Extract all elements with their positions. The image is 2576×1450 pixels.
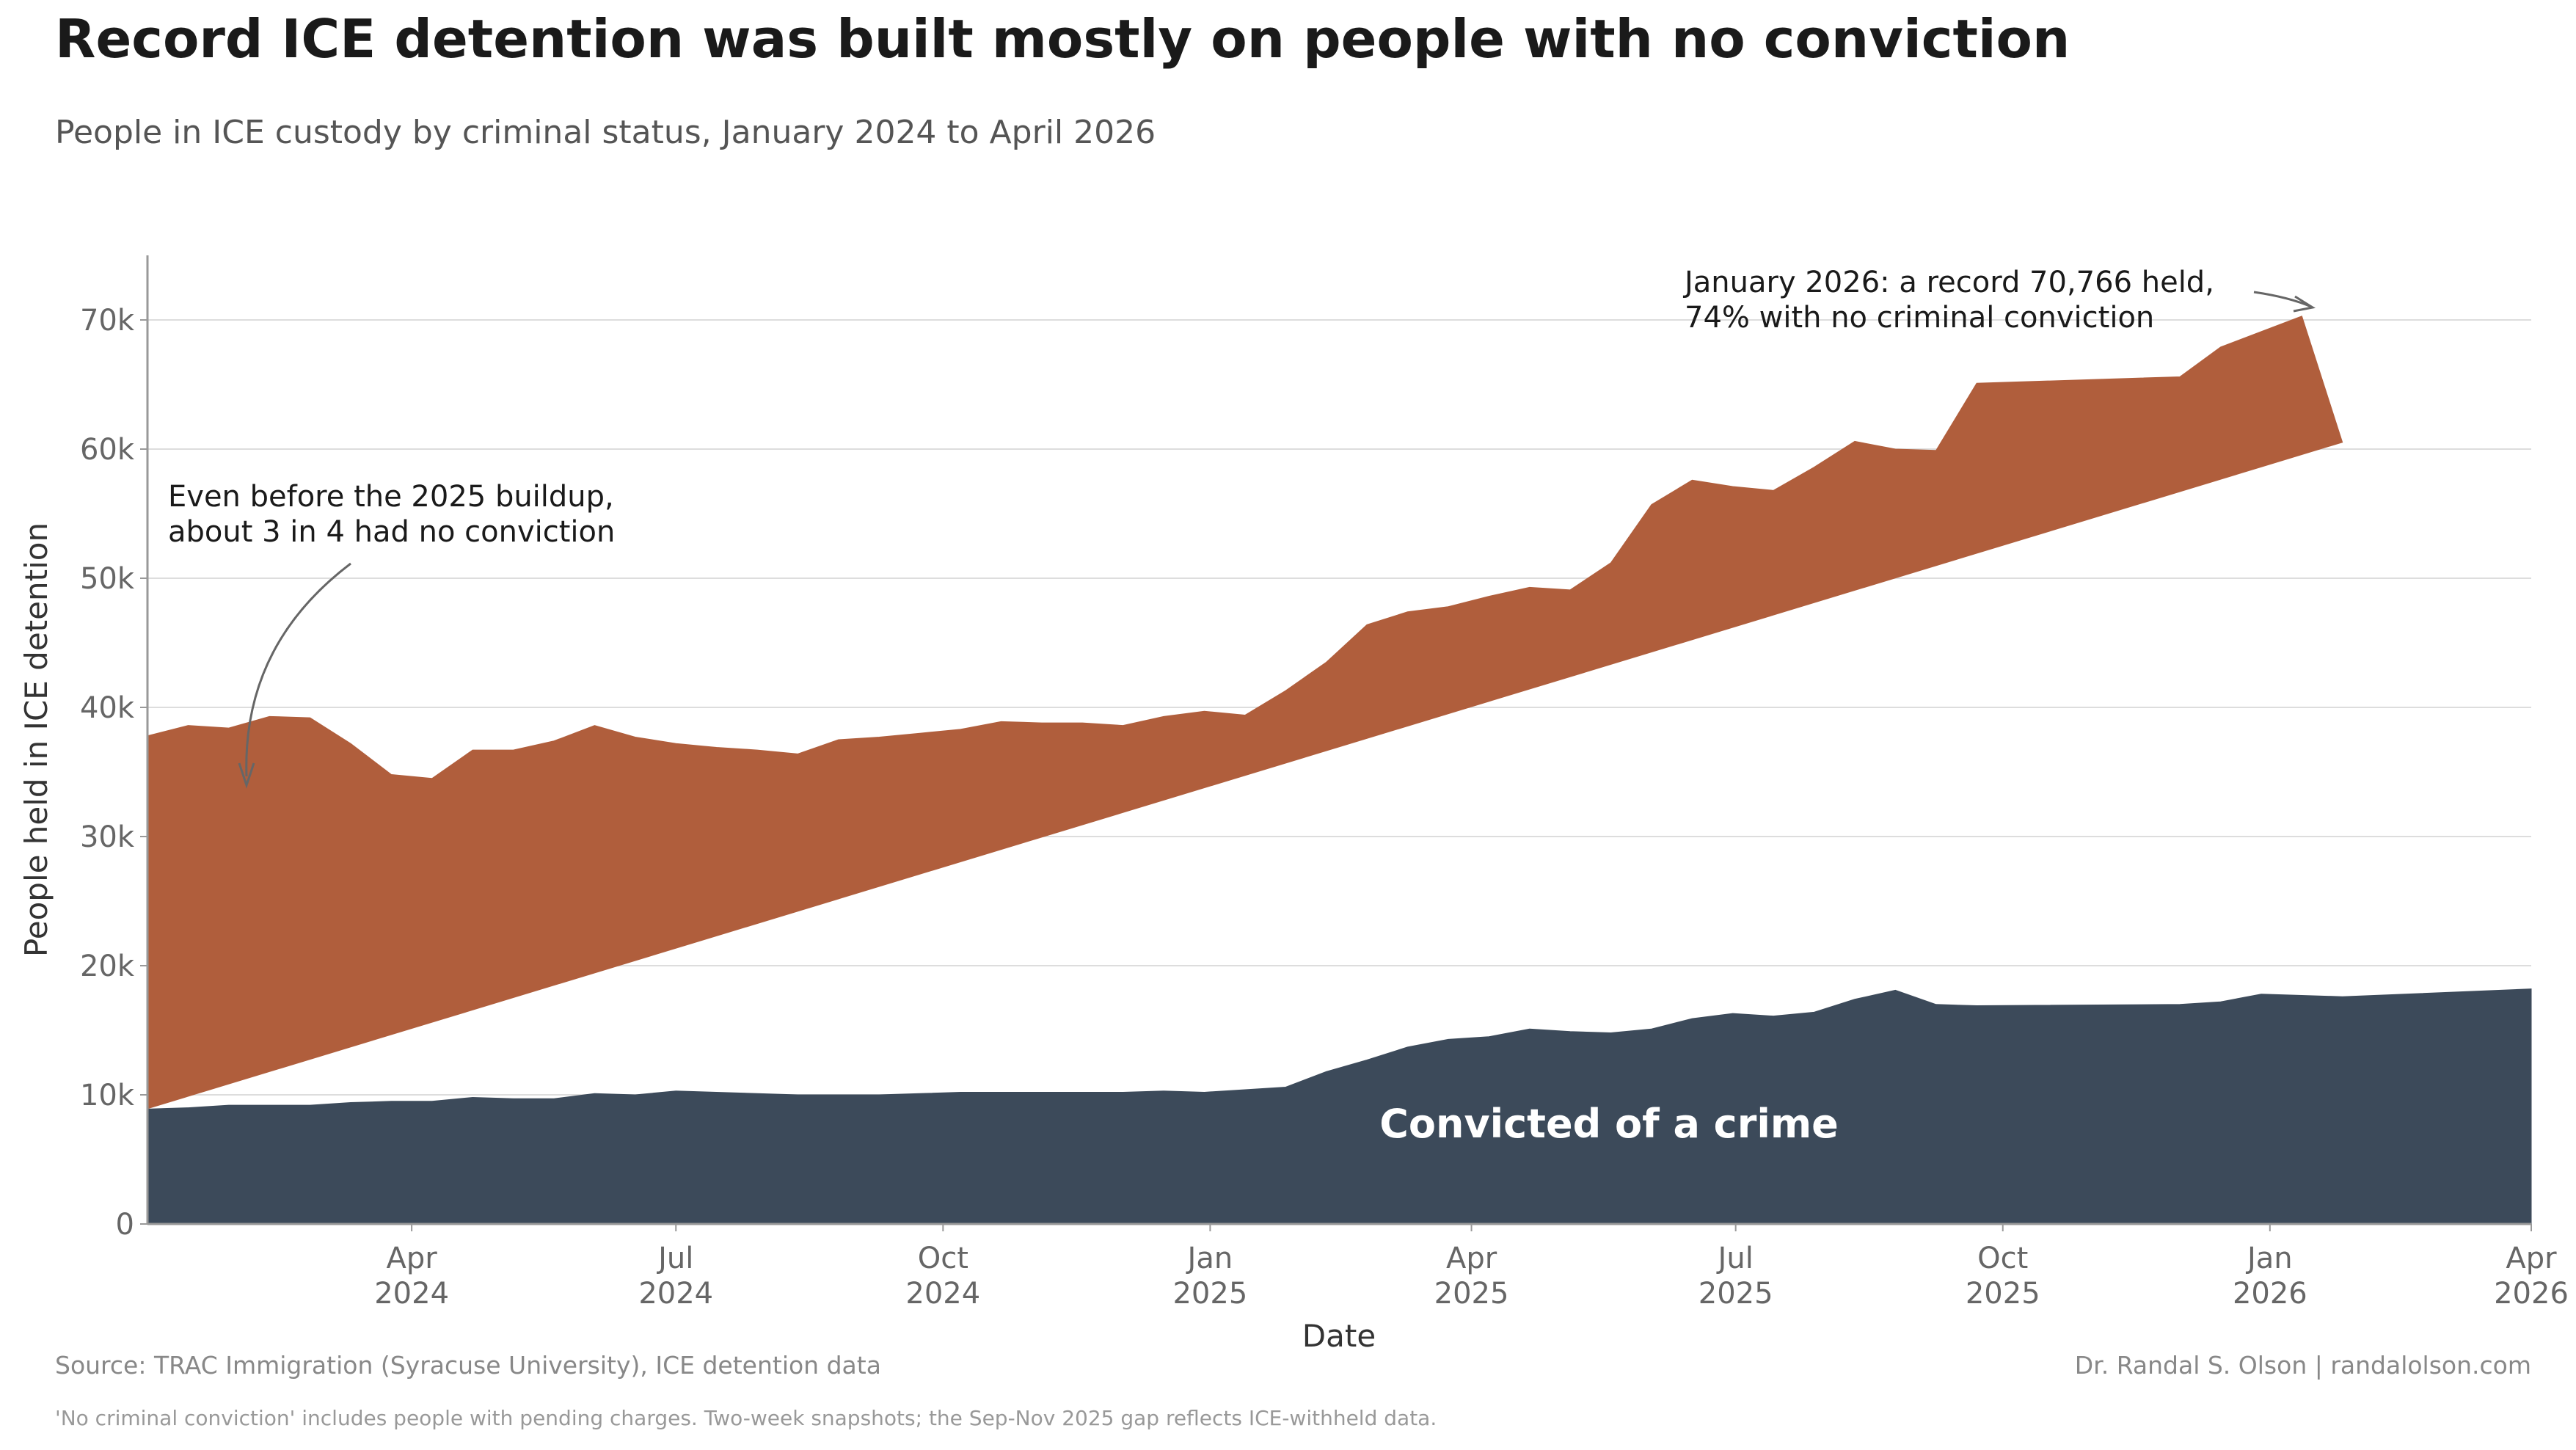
x-tick-label-month: Jan bbox=[2245, 1242, 2293, 1275]
x-axis-label: Date bbox=[1302, 1318, 1376, 1354]
y-tick-label: 0 bbox=[116, 1208, 134, 1242]
x-tick-label: Apr 2025 bbox=[1434, 1242, 1509, 1311]
annotation-early-arrow bbox=[245, 562, 351, 777]
x-tick-label-year: 2026 bbox=[2233, 1277, 2307, 1311]
y-axis-label: People held in ICE detention bbox=[18, 522, 54, 957]
annotation-record: January 2026: a record 70,766 held, 74% … bbox=[1682, 266, 2316, 335]
credit-note: Dr. Randal S. Olson | randalolson.com bbox=[2075, 1351, 2531, 1380]
y-axis-ticks: 0 10k 20k 30k 40k 50k 60k 70k bbox=[80, 304, 147, 1242]
x-tick-label: Jan 2025 bbox=[1172, 1242, 1247, 1311]
y-tick-label: 60k bbox=[80, 433, 135, 467]
chart-subtitle: People in ICE custody by criminal status… bbox=[55, 114, 1156, 151]
x-tick-label: Apr 2024 bbox=[374, 1242, 449, 1311]
y-tick-label: 10k bbox=[80, 1079, 135, 1112]
x-tick-label-year: 2024 bbox=[638, 1277, 713, 1311]
annotation-record-line1: January 2026: a record 70,766 held, bbox=[1682, 266, 2214, 299]
x-tick-label-year: 2025 bbox=[1699, 1277, 1773, 1311]
x-tick-label-year: 2025 bbox=[1434, 1277, 1509, 1311]
area-label-convicted: Convicted of a crime bbox=[1379, 1101, 1838, 1147]
x-tick-label-month: Jan bbox=[1186, 1242, 1233, 1275]
area-label-no-conviction: No criminal conviction bbox=[2001, 609, 2269, 701]
source-note: Source: TRAC Immigration (Syracuse Unive… bbox=[55, 1351, 881, 1380]
annotation-early-line2: about 3 in 4 had no conviction bbox=[168, 515, 615, 549]
x-tick-label-month: Apr bbox=[387, 1242, 438, 1275]
x-tick-label: Oct 2024 bbox=[905, 1242, 980, 1311]
y-tick-label: 50k bbox=[80, 562, 135, 596]
x-tick-label: Jul 2025 bbox=[1699, 1242, 1773, 1311]
annotation-record-text: January 2026: a record 70,766 held, 74% … bbox=[1682, 266, 2224, 335]
y-tick-label: 30k bbox=[80, 820, 135, 854]
series-area-no-criminal-conviction bbox=[147, 316, 2343, 1110]
annotation-record-arrowhead bbox=[2293, 295, 2316, 313]
x-tick-label-year: 2025 bbox=[1172, 1277, 1247, 1311]
annotation-early-line1: Even before the 2025 buildup, bbox=[168, 480, 614, 514]
y-tick-label: 20k bbox=[80, 950, 135, 983]
x-tick-label-year: 2025 bbox=[1966, 1277, 2040, 1311]
area-label-no-conviction-line1: No criminal bbox=[2001, 609, 2255, 655]
stacked-areas bbox=[147, 316, 2532, 1225]
x-tick-label-month: Jul bbox=[656, 1242, 693, 1275]
x-tick-label-year: 2026 bbox=[2494, 1277, 2569, 1311]
annotation-early: Even before the 2025 buildup, about 3 in… bbox=[168, 480, 623, 789]
x-tick-label: Oct 2025 bbox=[1966, 1242, 2040, 1311]
footnote: 'No criminal conviction' includes people… bbox=[55, 1406, 1437, 1430]
annotation-early-arrowhead bbox=[238, 762, 255, 789]
x-tick-label-year: 2024 bbox=[905, 1277, 980, 1311]
x-tick-label: Apr 2026 bbox=[2494, 1242, 2569, 1311]
x-tick-label-month: Oct bbox=[918, 1242, 968, 1275]
y-tick-label: 40k bbox=[80, 691, 135, 725]
x-tick-label-month: Apr bbox=[1446, 1242, 1497, 1275]
chart-title: Record ICE detention was built mostly on… bbox=[55, 8, 2070, 70]
x-tick-label-month: Apr bbox=[2506, 1242, 2557, 1275]
y-tick-label: 70k bbox=[80, 304, 135, 338]
x-tick-label-month: Oct bbox=[1977, 1242, 2028, 1275]
x-tick-label-month: Jul bbox=[1716, 1242, 1754, 1275]
x-tick-label: Jul 2024 bbox=[638, 1242, 713, 1311]
series-area-convicted-of-a-crime bbox=[147, 988, 2532, 1225]
x-tick-label-year: 2024 bbox=[374, 1277, 449, 1311]
x-tick-label: Jan 2026 bbox=[2233, 1242, 2307, 1311]
annotation-early-text: Even before the 2025 buildup, about 3 in… bbox=[168, 480, 623, 549]
area-label-no-conviction-line2: conviction bbox=[2020, 655, 2250, 701]
annotation-record-line2: 74% with no criminal conviction bbox=[1685, 301, 2154, 335]
